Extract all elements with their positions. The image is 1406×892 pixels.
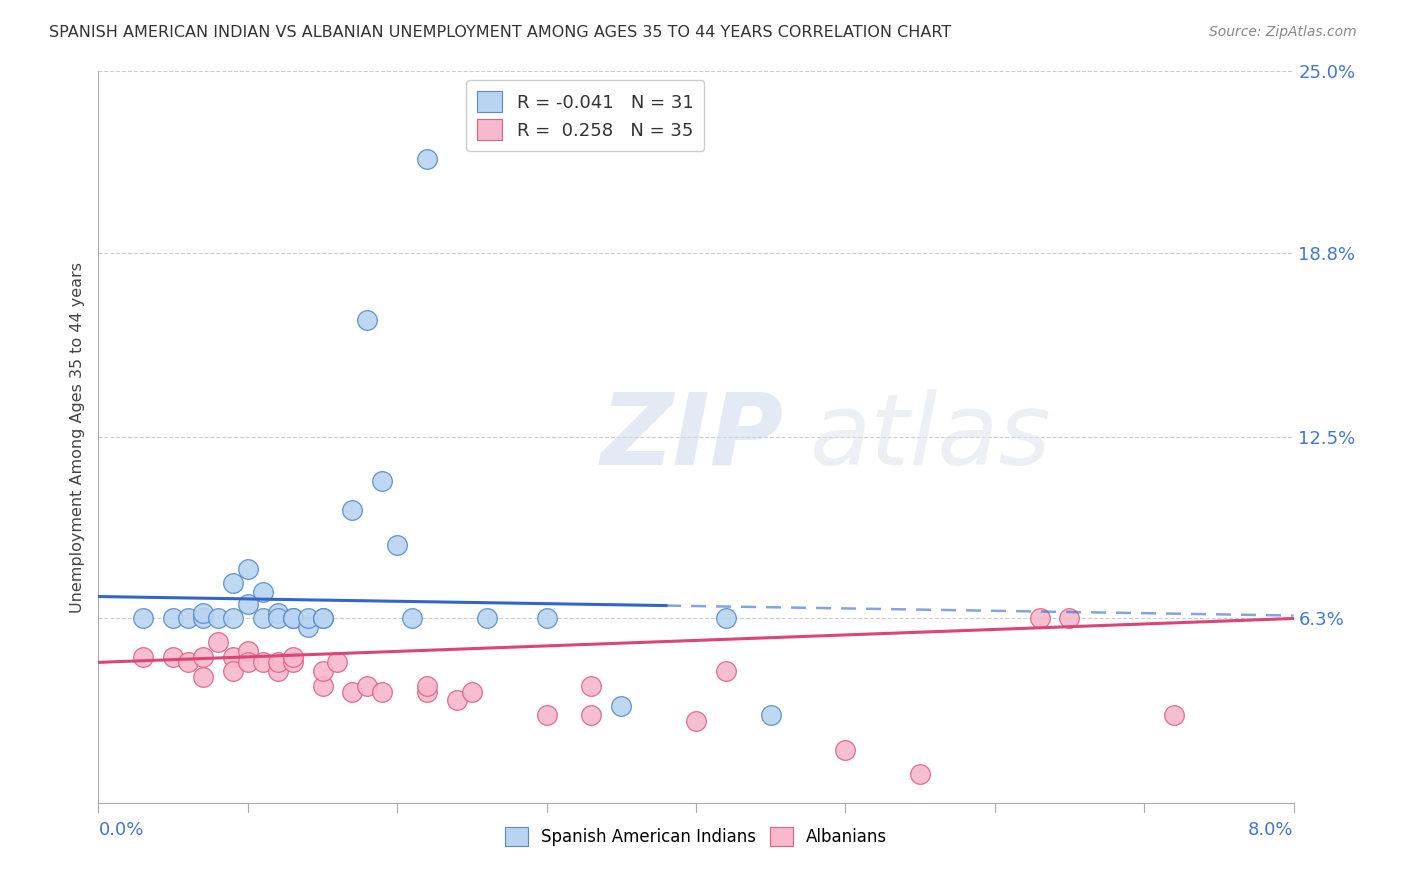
Point [1028, 611, 1050, 625]
Point [714, 611, 737, 625]
Point [207, 611, 229, 625]
Point [162, 649, 184, 664]
Point [581, 679, 603, 693]
Point [685, 714, 707, 728]
Point [326, 656, 349, 670]
Point [371, 474, 394, 488]
Point [132, 649, 155, 664]
Point [222, 664, 245, 678]
Point [311, 664, 333, 678]
Point [356, 679, 378, 693]
Point [207, 635, 229, 649]
Point [281, 611, 304, 625]
Point [342, 503, 364, 517]
Point [461, 684, 484, 698]
Point [311, 679, 333, 693]
Point [311, 611, 333, 625]
Point [401, 611, 423, 625]
Point [356, 313, 378, 327]
Point [267, 606, 290, 620]
Point [416, 684, 439, 698]
Point [759, 708, 782, 723]
Point [191, 611, 214, 625]
Point [371, 684, 394, 698]
Y-axis label: Unemployment Among Ages 35 to 44 years: Unemployment Among Ages 35 to 44 years [69, 261, 84, 613]
Point [222, 611, 245, 625]
Point [416, 679, 439, 693]
Point [581, 708, 603, 723]
Point [252, 585, 274, 599]
Text: SPANISH AMERICAN INDIAN VS ALBANIAN UNEMPLOYMENT AMONG AGES 35 TO 44 YEARS CORRE: SPANISH AMERICAN INDIAN VS ALBANIAN UNEM… [49, 25, 952, 40]
Point [162, 611, 184, 625]
Point [475, 611, 498, 625]
Point [714, 664, 737, 678]
Point [281, 656, 304, 670]
Point [236, 643, 259, 657]
Point [236, 656, 259, 670]
Point [908, 766, 931, 780]
Point [281, 611, 304, 625]
Point [281, 649, 304, 664]
Legend: Spanish American Indians, Albanians: Spanish American Indians, Albanians [498, 821, 894, 853]
Text: Source: ZipAtlas.com: Source: ZipAtlas.com [1209, 25, 1357, 39]
Point [177, 656, 200, 670]
Point [536, 611, 558, 625]
Point [297, 611, 319, 625]
Point [385, 538, 409, 552]
Point [297, 620, 319, 634]
Point [252, 611, 274, 625]
Point [416, 152, 439, 166]
Point [191, 670, 214, 684]
Point [177, 611, 200, 625]
Point [191, 606, 214, 620]
Point [132, 611, 155, 625]
Point [1059, 611, 1081, 625]
Text: 0.0%: 0.0% [98, 821, 143, 839]
Point [236, 562, 259, 576]
Point [446, 693, 468, 707]
Point [311, 611, 333, 625]
Point [610, 699, 633, 714]
Point [267, 656, 290, 670]
Text: atlas: atlas [810, 389, 1052, 485]
Point [267, 611, 290, 625]
Point [252, 656, 274, 670]
Text: ZIP: ZIP [600, 389, 783, 485]
Point [236, 597, 259, 611]
Point [834, 743, 856, 757]
Point [191, 649, 214, 664]
Text: 8.0%: 8.0% [1249, 821, 1294, 839]
Point [267, 664, 290, 678]
Point [222, 576, 245, 591]
Point [342, 684, 364, 698]
Point [1163, 708, 1185, 723]
Point [222, 649, 245, 664]
Point [536, 708, 558, 723]
